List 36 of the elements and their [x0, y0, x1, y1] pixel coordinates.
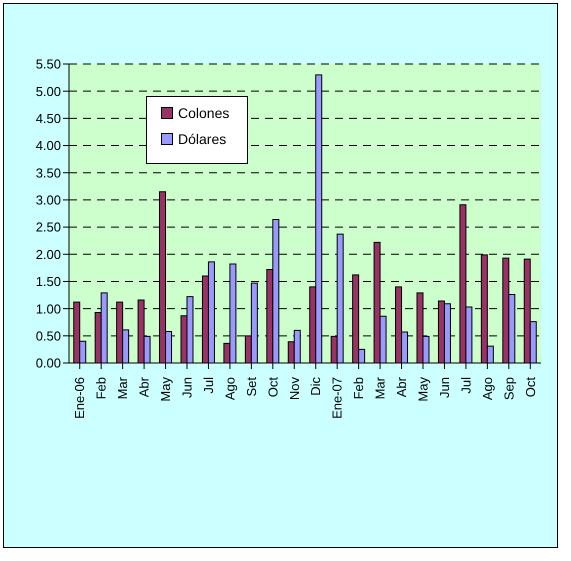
- x-tick-label: Abr: [394, 376, 410, 398]
- x-tick-label: Set: [244, 376, 259, 397]
- legend-label: Dólares: [178, 131, 226, 147]
- y-tick-label: 5.00: [36, 84, 61, 99]
- y-tick-label: 2.50: [36, 220, 61, 235]
- x-tick-label: Ago: [222, 377, 238, 400]
- x-tick-label: Mar: [115, 376, 130, 400]
- x-tick-label: Jul: [200, 376, 216, 394]
- x-tick-label: Sep: [501, 377, 516, 400]
- x-tick-label: May: [158, 376, 174, 402]
- x-tick-label: Ago: [480, 377, 495, 400]
- x-tick-label: Abr: [136, 376, 152, 398]
- y-tick-label: 1.50: [36, 274, 61, 290]
- x-tick-label: Feb: [351, 377, 366, 400]
- y-tick-label: 0.00: [36, 356, 61, 371]
- y-tick-label: 1.00: [36, 301, 61, 316]
- x-tick-label: Nov: [286, 376, 302, 400]
- y-tick-label: 3.50: [36, 165, 61, 180]
- y-tick-label: 4.00: [36, 138, 61, 154]
- x-tick-label: Oct: [265, 376, 280, 398]
- x-tick-label: May: [416, 376, 430, 402]
- x-tick-label: Ene-07: [330, 377, 345, 419]
- x-tick-label: Ene-06: [72, 377, 88, 419]
- x-tick-label: Jul: [458, 376, 474, 394]
- y-tick-label: 4.50: [36, 110, 61, 126]
- y-tick-label: 5.50: [36, 56, 61, 72]
- y-tick-label: 3.00: [36, 192, 61, 208]
- y-tick-label: 0.50: [36, 328, 61, 344]
- x-tick-label: Jun: [436, 377, 452, 398]
- legend-label: Colones: [178, 105, 230, 121]
- x-tick-label: Jun: [180, 377, 194, 398]
- x-tick-label: Dic: [308, 376, 324, 396]
- x-tick-label: Mar: [372, 376, 388, 400]
- x-tick-label: Feb: [94, 377, 109, 400]
- y-tick-label: 2.00: [36, 246, 61, 262]
- x-tick-label: Oct: [522, 376, 538, 398]
